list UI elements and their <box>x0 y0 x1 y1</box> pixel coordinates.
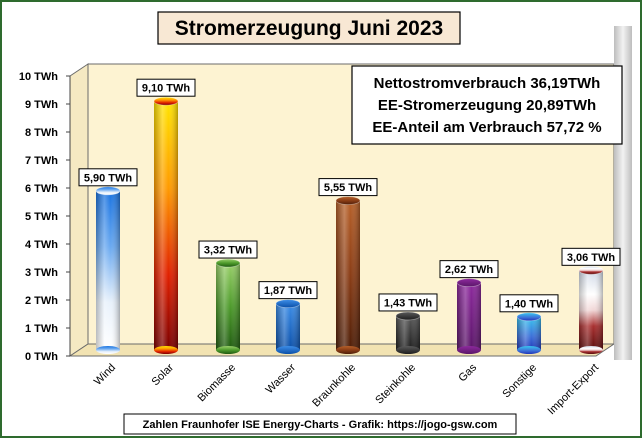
bar-shading <box>276 303 300 350</box>
bar-base <box>396 346 420 354</box>
data-label-text: 3,32 TWh <box>204 245 253 257</box>
bar-shading <box>336 200 360 350</box>
bar-base <box>457 346 481 354</box>
bar-shading <box>457 282 481 350</box>
y-tick-label: 3 TWh <box>25 267 58 279</box>
data-label-box <box>439 260 499 279</box>
data-label-box <box>499 294 559 313</box>
bar-solar <box>153 96 179 354</box>
y-tick-label: 0 TWh <box>25 351 58 363</box>
bar-base <box>96 346 120 354</box>
data-label-gas: 2,62 TWh <box>439 260 499 279</box>
y-tick-label: 2 TWh <box>25 295 58 307</box>
bar-gas <box>456 278 482 354</box>
bar-top <box>215 258 241 268</box>
y-tick-label: 10 TWh <box>19 71 58 83</box>
data-label-text: 9,10 TWh <box>142 83 191 95</box>
bar-base <box>336 346 360 354</box>
y-tick-label: 1 TWh <box>25 323 58 335</box>
bar-base <box>517 346 541 354</box>
bar-import <box>578 265 604 354</box>
bar-top <box>153 96 179 106</box>
bar-shading <box>517 316 541 350</box>
data-label-box <box>136 78 196 97</box>
bar-top <box>578 265 604 275</box>
y-tick-label: 4 TWh <box>25 239 58 251</box>
bar-base <box>154 346 178 354</box>
data-label-steinkohle: 1,43 TWh <box>378 293 438 312</box>
chart-title: Stromerzeugung Juni 2023 <box>175 17 443 40</box>
data-label-box <box>258 281 318 300</box>
bar-top <box>516 312 542 322</box>
data-label-box <box>198 240 258 259</box>
data-label-sonstige: 1,40 TWh <box>499 294 559 313</box>
data-label-box <box>561 247 621 266</box>
info-line-ee-anteil: EE-Anteil am Verbrauch 57,72 % <box>372 119 601 136</box>
data-label-text: 1,40 TWh <box>505 298 554 310</box>
data-label-box <box>378 293 438 312</box>
y-axis: 0 TWh 1 TWh 2 TWh 3 TWh 4 TWh 5 TWh 6 TWh 7 TWh… <box>19 71 70 363</box>
data-label-wasser: 1,87 TWh <box>258 281 318 300</box>
source-box <box>123 413 517 435</box>
bar-shading <box>154 101 178 350</box>
y-tick-label: 6 TWh <box>25 183 58 195</box>
bar-base <box>276 346 300 354</box>
bar-biomasse <box>215 258 241 354</box>
info-box <box>351 65 623 145</box>
data-label-text: 5,55 TWh <box>324 182 373 194</box>
data-label-text: 1,87 TWh <box>264 285 313 297</box>
data-label-box <box>78 168 138 187</box>
bar-wind <box>95 186 121 354</box>
data-label-solar: 9,10 TWh <box>136 78 196 97</box>
source-note: Zahlen Fraunhofer ISE Energy-Charts - Gr… <box>143 419 498 431</box>
y-tick-label: 8 TWh <box>25 127 58 139</box>
bars-group <box>95 96 604 354</box>
bar-wasser <box>275 299 301 354</box>
data-label-box <box>318 178 378 197</box>
bar-base <box>579 346 603 354</box>
bar-braunkohle <box>335 196 361 354</box>
bar-top <box>275 299 301 309</box>
bar-shading <box>96 190 120 350</box>
bar-sonstige <box>516 312 542 354</box>
bar-top <box>95 186 121 196</box>
data-label-wind: 5,90 TWh <box>78 168 138 187</box>
bar-top <box>335 196 361 206</box>
data-labels-group: 5,90 TWh 9,10 TWh 3,32 TWh 1,87 TWh 5,55 TWh… <box>78 78 621 313</box>
data-label-text: 1,43 TWh <box>384 297 433 309</box>
data-label-text: 5,90 TWh <box>84 172 133 184</box>
info-line-ee-erzeugung: EE-Stromerzeugung 20,89TWh <box>378 97 596 114</box>
y-tick-label: 9 TWh <box>25 99 58 111</box>
data-label-biomasse: 3,32 TWh <box>198 240 258 259</box>
bar-shading <box>579 270 603 350</box>
title-box <box>157 11 461 45</box>
bar-top <box>395 311 421 321</box>
plot-side-wall <box>69 63 89 357</box>
data-label-text: 3,06 TWh <box>567 252 616 264</box>
bar-base <box>216 346 240 354</box>
data-label-import: 3,06 TWh <box>561 247 621 266</box>
y-tick-label: 5 TWh <box>25 211 58 223</box>
data-label-braunkohle: 5,55 TWh <box>318 178 378 197</box>
info-line-verbrauch: Nettostromverbrauch 36,19TWh <box>374 75 601 92</box>
bar-shading <box>396 315 420 350</box>
bar-top <box>456 278 482 288</box>
bar-steinkohle <box>395 311 421 354</box>
y-tick-label: 7 TWh <box>25 155 58 167</box>
data-label-text: 2,62 TWh <box>445 264 494 276</box>
bar-shading <box>216 263 240 350</box>
